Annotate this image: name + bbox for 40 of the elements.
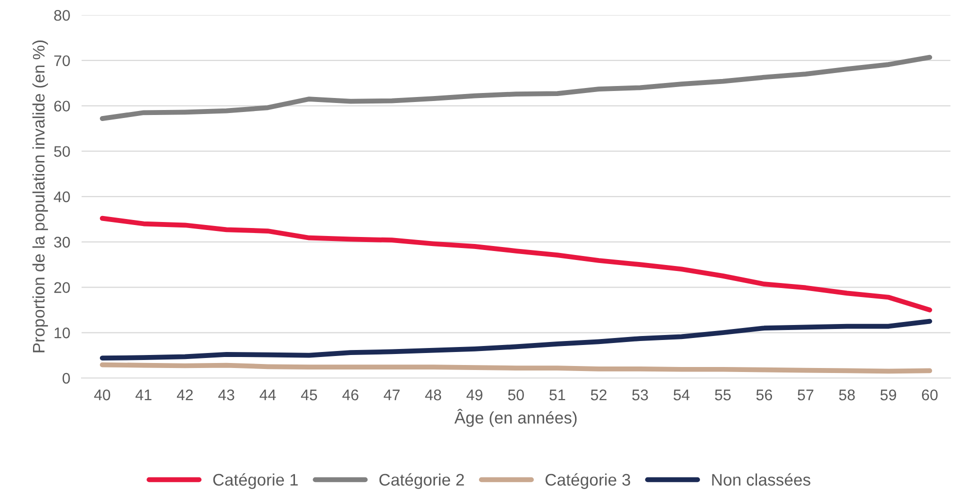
y-tick-label: 20 bbox=[54, 282, 70, 293]
x-tick-label: 44 bbox=[260, 390, 276, 400]
x-tick-label: 53 bbox=[632, 390, 648, 400]
legend-label: Catégorie 1 bbox=[213, 473, 298, 489]
y-tick-label: 0 bbox=[62, 372, 70, 384]
x-tick-label: 46 bbox=[342, 390, 358, 400]
line-series bbox=[100, 362, 932, 374]
line-series bbox=[100, 54, 932, 121]
x-tick-label: 45 bbox=[301, 390, 317, 400]
line-series bbox=[100, 216, 932, 312]
x-tick-label: 48 bbox=[425, 390, 442, 400]
x-tick-label: 41 bbox=[136, 390, 152, 400]
y-tick-label: 30 bbox=[54, 236, 70, 248]
x-tick-label: 57 bbox=[798, 390, 814, 400]
y-tick-label: 10 bbox=[54, 328, 70, 338]
line-series bbox=[100, 318, 932, 360]
y-tick-label: 60 bbox=[54, 100, 70, 112]
x-tick-label: 47 bbox=[384, 390, 400, 400]
x-tick-label: 59 bbox=[880, 390, 896, 400]
x-tick-label: 58 bbox=[839, 390, 855, 400]
y-tick-label: 80 bbox=[54, 10, 70, 21]
x-tick-label: 60 bbox=[922, 390, 938, 400]
x-tick-label: 40 bbox=[94, 390, 110, 400]
y-tick-label: 70 bbox=[54, 55, 70, 66]
x-tick-label: 55 bbox=[714, 390, 731, 400]
x-tick-label: 50 bbox=[508, 390, 524, 400]
y-axis-title: Proportion de la population invalide (en %) bbox=[32, 40, 48, 352]
x-tick-label: 51 bbox=[549, 390, 566, 400]
y-tick-label: 50 bbox=[54, 146, 70, 157]
x-tick-label: 42 bbox=[176, 390, 193, 400]
legend-label: Catégorie 3 bbox=[546, 473, 630, 489]
legend-label: Non classées bbox=[712, 473, 810, 486]
x-tick-label: 43 bbox=[218, 390, 234, 400]
legend-label: Catégorie 2 bbox=[379, 473, 464, 489]
x-tick-label: 52 bbox=[590, 390, 606, 400]
x-tick-label: 54 bbox=[674, 390, 690, 400]
x-axis-title: Âge (en années) bbox=[454, 408, 577, 427]
x-tick-label: 56 bbox=[756, 390, 772, 400]
x-tick-label: 49 bbox=[466, 390, 482, 400]
y-tick-label: 40 bbox=[54, 191, 70, 202]
